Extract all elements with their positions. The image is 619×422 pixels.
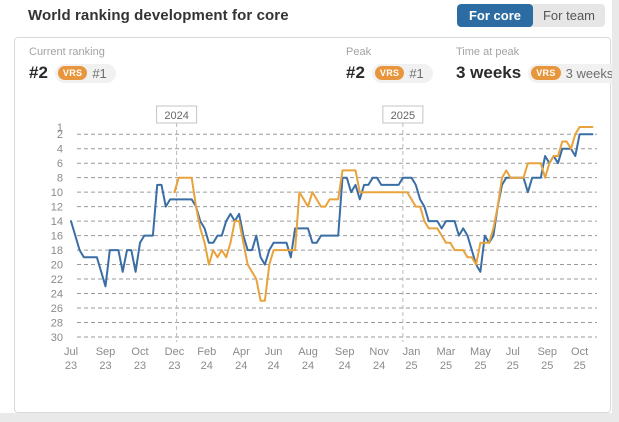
y-axis-tick: 16 xyxy=(51,231,63,243)
vrs-comparison-pill: VRS #1 xyxy=(371,63,433,83)
year-marker-label: 2025 xyxy=(391,110,415,122)
y-axis-tick: 4 xyxy=(57,144,63,156)
current-ranking-stat: Current ranking #2 VRS #1 xyxy=(29,46,116,83)
y-axis-tick: 26 xyxy=(51,303,63,315)
x-axis-tick-year: 25 xyxy=(541,360,553,372)
x-axis-tick-month: Dec xyxy=(165,346,185,358)
vrs-badge: VRS xyxy=(57,66,88,80)
x-axis-tick-month: Jan xyxy=(403,346,421,358)
x-axis-tick-month: Aug xyxy=(298,346,318,358)
x-axis-tick-year: 25 xyxy=(474,360,486,372)
x-axis-tick-month: Sep xyxy=(96,346,116,358)
vrs-comparison-pill: VRS 3 weeks xyxy=(528,63,619,83)
stat-label: Current ranking xyxy=(29,46,105,58)
x-axis-tick-year: 24 xyxy=(302,360,314,372)
y-axis-tick: 10 xyxy=(51,187,63,199)
x-axis-tick-month: Mar xyxy=(436,346,455,358)
x-axis-tick-month: Nov xyxy=(369,346,389,358)
x-axis-tick-year: 23 xyxy=(65,360,77,372)
y-axis-tick: 30 xyxy=(51,332,63,344)
y-axis-tick: 18 xyxy=(51,245,63,257)
y-axis-tick: 1 xyxy=(57,122,63,134)
x-axis-tick-year: 25 xyxy=(440,360,452,372)
x-axis-tick-month: Sep xyxy=(537,346,557,358)
page-title: World ranking development for core xyxy=(28,7,289,24)
y-axis-tick: 22 xyxy=(51,274,63,286)
x-axis-tick-year: 24 xyxy=(201,360,213,372)
x-axis-tick-month: Jun xyxy=(265,346,283,358)
x-axis-tick-month: Sep xyxy=(335,346,355,358)
x-axis-tick-month: Jul xyxy=(64,346,78,358)
x-axis-tick-year: 23 xyxy=(168,360,180,372)
year-marker-label: 2024 xyxy=(164,110,188,122)
ranking-scope-toggle: For core For team xyxy=(456,4,605,27)
y-axis-tick: 14 xyxy=(51,216,63,228)
year-marker-box xyxy=(156,105,198,124)
x-axis-tick-month: Oct xyxy=(131,346,148,358)
x-axis-tick-year: 23 xyxy=(99,360,111,372)
x-axis-tick-year: 25 xyxy=(573,360,585,372)
time-at-peak-stat: Time at peak 3 weeks VRS 3 weeks xyxy=(456,46,619,83)
vrs-ranking-line xyxy=(173,126,594,302)
x-axis-tick-month: Feb xyxy=(197,346,216,358)
x-axis-tick-year: 25 xyxy=(507,360,519,372)
page-edge-bottom xyxy=(0,413,612,422)
vrs-comparison-pill: VRS #1 xyxy=(54,63,116,83)
peak-stat: Peak #2 VRS #1 xyxy=(346,46,433,83)
stat-value: #2 xyxy=(346,63,365,82)
vrs-value: 3 weeks xyxy=(565,65,614,81)
x-axis-tick-month: Jul xyxy=(506,346,520,358)
year-marker-box xyxy=(382,105,424,124)
vrs-value: #1 xyxy=(92,65,107,81)
x-axis-tick-month: May xyxy=(470,346,491,358)
core-ranking-line xyxy=(70,133,594,288)
vrs-badge: VRS xyxy=(374,66,405,80)
y-axis-tick: 8 xyxy=(57,173,63,185)
page-header: World ranking development for core For c… xyxy=(0,0,612,37)
x-axis-tick-year: 24 xyxy=(373,360,385,372)
y-axis-tick: 6 xyxy=(57,158,63,170)
x-axis-tick-year: 24 xyxy=(235,360,247,372)
for-core-button[interactable]: For core xyxy=(456,4,533,27)
y-axis-tick: 2 xyxy=(57,129,63,141)
ranking-card: Current ranking #2 VRS #1 Peak #2 VRS #1… xyxy=(14,37,619,413)
x-axis-tick-year: 24 xyxy=(339,360,351,372)
page-edge-right xyxy=(612,0,619,422)
vrs-badge: VRS xyxy=(531,66,561,80)
stat-label: Peak xyxy=(346,46,372,58)
for-team-button[interactable]: For team xyxy=(533,4,605,27)
y-axis-tick: 28 xyxy=(51,317,63,329)
x-axis-tick-year: 23 xyxy=(134,360,146,372)
y-axis-tick: 12 xyxy=(51,202,63,214)
stat-value: #2 xyxy=(29,63,48,82)
x-axis-tick-month: Oct xyxy=(571,346,588,358)
x-axis-tick-year: 24 xyxy=(267,360,279,372)
y-axis-tick: 20 xyxy=(51,260,63,272)
x-axis-tick-month: Apr xyxy=(233,346,250,358)
stat-label: Time at peak xyxy=(456,46,520,58)
x-axis-tick-year: 25 xyxy=(405,360,417,372)
vrs-value: #1 xyxy=(409,65,424,81)
stat-value: 3 weeks xyxy=(456,63,522,82)
y-axis-tick: 24 xyxy=(51,289,63,301)
